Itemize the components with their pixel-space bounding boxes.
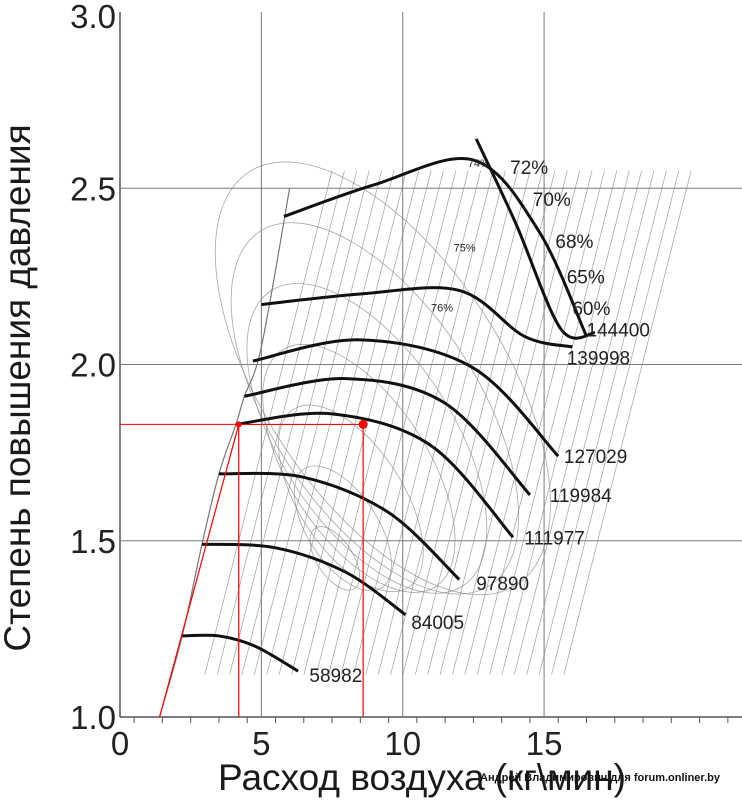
contour-hatch: [452, 170, 581, 675]
efficiency-label: 76%: [431, 303, 453, 315]
speed-label: 139998: [567, 349, 630, 370]
contour-hatch: [229, 170, 358, 675]
efficiency-island: [278, 404, 424, 593]
contour-hatch: [204, 170, 333, 675]
efficiency-island: [293, 465, 392, 592]
contour-hatch: [526, 170, 655, 675]
y-axis-title: Степень повышения давления: [0, 124, 38, 651]
contour-hatch: [563, 170, 692, 675]
speed-line: [244, 377, 532, 496]
contour-hatch: [514, 170, 642, 675]
speed-label: 58982: [309, 666, 362, 687]
contour-hatch: [328, 170, 457, 675]
x-tick-label: 5: [252, 725, 270, 762]
operating-point: [358, 419, 368, 429]
y-tick-label: 3.0: [70, 0, 116, 35]
speed-line: [218, 471, 461, 581]
efficiency-island: [246, 283, 488, 594]
efficiency-label: 70%: [533, 190, 571, 211]
contour-hatch: [266, 170, 395, 675]
contour-hatch: [241, 170, 370, 675]
contour-hatch: [365, 170, 494, 675]
y-tick-label: 1.0: [70, 699, 116, 736]
operating-point: [235, 421, 242, 428]
efficiency-label: 60%: [572, 299, 610, 320]
efficiency-label: 75%: [454, 243, 476, 255]
speed-label: 144400: [587, 320, 650, 341]
contour-hatch: [414, 170, 543, 675]
contour-hatch: [538, 170, 667, 675]
contour-hatch: [254, 170, 382, 675]
contour-hatch: [439, 170, 568, 675]
contour-hatch: [489, 170, 618, 675]
contour-hatch: [278, 170, 407, 675]
choke-line: [474, 138, 596, 340]
speed-line: [252, 338, 560, 458]
speed-line: [283, 157, 588, 337]
chart-labels: 58982 84005 97890 111977 119984 127029 139998 1…: [309, 158, 649, 687]
efficiency-label: 68%: [555, 232, 593, 253]
speed-label: 119984: [550, 486, 612, 507]
efficiency-island: [309, 526, 361, 591]
speed-label: 111977: [524, 528, 585, 549]
contour-hatch: [427, 170, 556, 675]
contour-hatch: [377, 170, 506, 675]
contour-hatch: [551, 170, 680, 675]
x-axis-title: Расход воздуха (кг\мин): [218, 757, 626, 798]
speed-line: [201, 542, 407, 616]
speed-label: 127029: [564, 447, 627, 468]
contour-hatch: [291, 170, 420, 675]
speed-label: 97890: [476, 574, 529, 595]
y-tick-label: 2.5: [70, 170, 116, 207]
contour-hatch: [476, 170, 605, 675]
contour-hatch: [340, 170, 469, 675]
contour-hatch: [303, 170, 432, 675]
x-tick-label: 10: [384, 725, 421, 762]
efficiency-island: [214, 161, 551, 596]
x-tick-label: 0: [111, 725, 129, 762]
watermark: Андрей Владимирович для forum.onliner.by: [480, 772, 721, 784]
efficiency-label: 65%: [567, 267, 605, 288]
operating-guide-line: [238, 423, 364, 717]
speed-line: [182, 633, 299, 673]
speed-line: [261, 286, 573, 349]
efficiency-label: 74%: [468, 158, 490, 170]
speed-line: [235, 411, 515, 539]
speed-label: 84005: [411, 613, 464, 634]
efficiency-island: [230, 222, 520, 595]
grid: 1.0 1.5 2.0 2.5 3.0 0 5 10 15: [70, 0, 742, 762]
y-tick-label: 1.5: [70, 523, 116, 560]
contour-hatch: [501, 170, 630, 675]
y-tick-label: 2.0: [70, 347, 116, 384]
contour-hatch: [390, 170, 519, 675]
efficiency-island: [262, 343, 456, 593]
x-tick-label: 15: [526, 725, 563, 762]
operating-guide-line: [159, 424, 240, 718]
efficiency-label: 72%: [510, 158, 548, 179]
operating-points: [120, 419, 368, 718]
